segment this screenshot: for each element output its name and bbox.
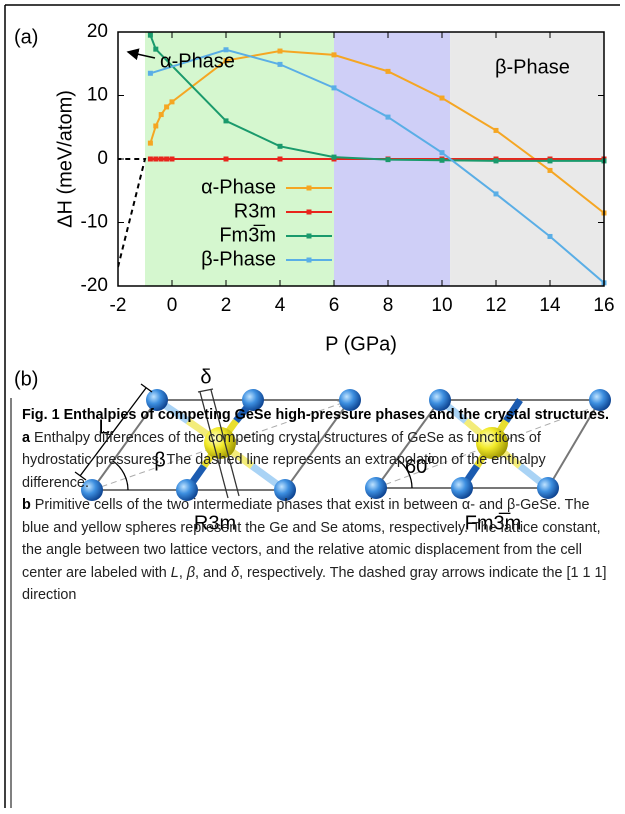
length-tick — [141, 384, 152, 392]
data-point — [278, 62, 283, 67]
data-point — [332, 85, 337, 90]
legend-swatch — [307, 186, 312, 191]
data-point — [548, 168, 553, 173]
legend-swatch — [307, 234, 312, 239]
data-point — [164, 157, 169, 162]
data-point — [224, 157, 229, 162]
data-point — [548, 158, 553, 163]
data-point — [278, 144, 283, 149]
data-point — [440, 96, 445, 101]
caption-text: Enthalpy differences of the competing cr… — [22, 430, 546, 491]
data-point — [153, 47, 158, 52]
legend-label: R3m — [234, 200, 276, 222]
caption-paragraph: b Primitive cells of the two intermediat… — [22, 494, 614, 607]
legend-swatch — [307, 210, 312, 215]
data-point — [170, 157, 175, 162]
x-tick-label: 16 — [593, 295, 614, 316]
x-tick-label: -2 — [110, 295, 127, 316]
data-point — [332, 155, 337, 160]
x-tick-label: 4 — [275, 295, 286, 316]
data-point — [148, 141, 153, 146]
legend-label: α-Phase — [201, 176, 276, 198]
data-point — [170, 99, 175, 104]
data-point — [159, 157, 164, 162]
data-point — [278, 49, 283, 54]
data-point — [164, 104, 169, 109]
caption-text: b — [22, 497, 31, 513]
data-point — [153, 157, 158, 162]
legend-swatch — [307, 258, 312, 263]
x-tick-label: 10 — [431, 295, 452, 316]
data-point — [548, 234, 553, 239]
x-tick-label: 8 — [383, 295, 394, 316]
page: {"chart_data": {"type": "line", "panel_l… — [0, 0, 625, 814]
data-point — [494, 158, 499, 163]
caption-text: β — [187, 565, 195, 581]
data-point — [386, 115, 391, 120]
x-tick-label: 6 — [329, 295, 340, 316]
data-point — [148, 33, 153, 38]
x-tick-label: 2 — [221, 295, 232, 316]
data-point — [153, 123, 158, 128]
panel-label: (b) — [14, 368, 38, 390]
y-tick-label: 20 — [87, 21, 108, 42]
legend-label: β-Phase — [201, 248, 276, 270]
data-point — [494, 191, 499, 196]
y-tick-label: 10 — [87, 85, 108, 106]
x-tick-label: 0 — [167, 295, 178, 316]
extrapolation-line — [118, 159, 145, 267]
data-point — [386, 157, 391, 162]
data-point — [148, 157, 153, 162]
x-axis-label: P (GPa) — [325, 333, 397, 355]
x-tick-label: 12 — [485, 295, 506, 316]
delta-label: δ — [200, 366, 211, 388]
data-point — [440, 158, 445, 163]
annotation: β-Phase — [495, 56, 570, 78]
caption-paragraph: Fig. 1 Enthalpies of competing GeSe high… — [22, 404, 614, 494]
caption-text: , — [179, 565, 187, 581]
data-point — [224, 118, 229, 123]
data-point — [332, 52, 337, 57]
panel-label: (a) — [14, 26, 38, 48]
y-tick-label: -10 — [81, 212, 108, 233]
annotation: α-Phase — [160, 50, 235, 72]
caption-text: δ — [231, 565, 239, 581]
legend-label: Fm3̅m — [219, 223, 276, 246]
y-axis-label: ΔH (meV/atom) — [54, 90, 76, 228]
caption-text: L — [171, 565, 179, 581]
data-point — [148, 71, 153, 76]
data-point — [494, 128, 499, 133]
caption: Fig. 1 Enthalpies of competing GeSe high… — [22, 404, 614, 607]
data-point — [278, 157, 283, 162]
caption-text: , and — [195, 565, 231, 581]
data-point — [386, 69, 391, 74]
data-point — [440, 150, 445, 155]
y-tick-label: 0 — [97, 148, 108, 169]
y-tick-label: -20 — [81, 275, 108, 296]
x-tick-label: 14 — [539, 295, 561, 316]
data-point — [159, 112, 164, 117]
